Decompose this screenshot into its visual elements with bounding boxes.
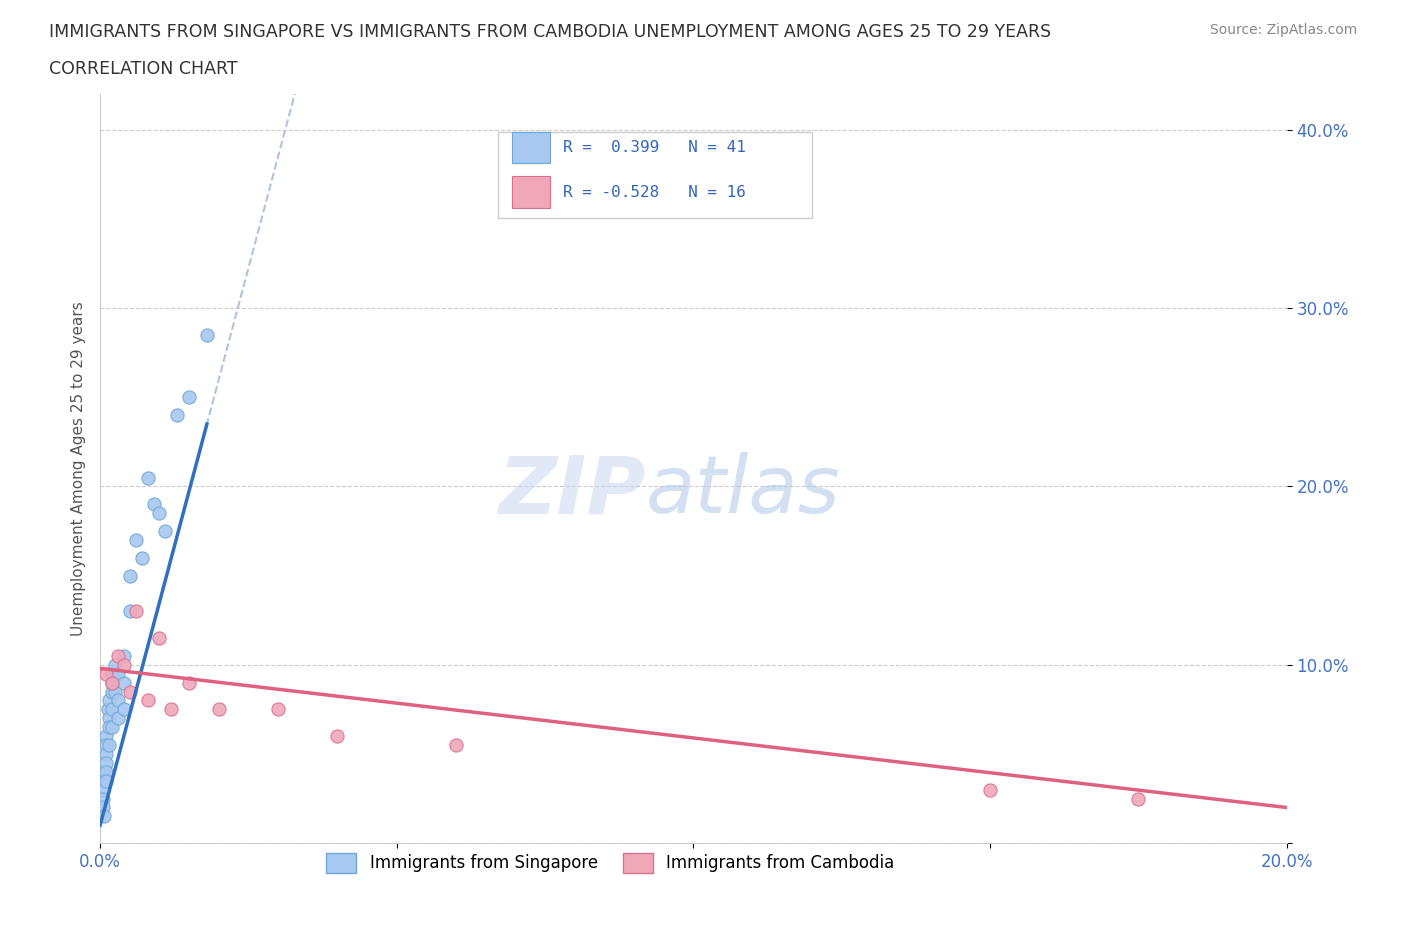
Text: CORRELATION CHART: CORRELATION CHART (49, 60, 238, 78)
Text: ZIP: ZIP (499, 452, 645, 530)
Point (326, 729, 349, 744)
Point (94, 764, 117, 779)
Text: R =  0.399   N = 41: R = 0.399 N = 41 (562, 140, 745, 155)
Point (107, 648, 129, 663)
Legend: Immigrants from Singapore, Immigrants from Cambodia: Immigrants from Singapore, Immigrants fr… (319, 846, 901, 880)
Y-axis label: Unemployment Among Ages 25 to 29 years: Unemployment Among Ages 25 to 29 years (72, 301, 86, 636)
Point (94, 737, 117, 752)
Bar (512, 132, 550, 164)
Point (118, 684, 141, 699)
Text: Source: ZipAtlas.com: Source: ZipAtlas.com (1209, 23, 1357, 37)
Point (97, 702, 120, 717)
Point (107, 666, 129, 681)
Point (112, 658, 135, 672)
Point (94, 755, 117, 770)
Point (118, 568, 141, 583)
Point (94, 774, 117, 789)
Point (131, 551, 153, 565)
Point (112, 702, 135, 717)
Point (179, 675, 201, 690)
Point (267, 702, 290, 717)
Point (979, 782, 1001, 797)
Point (179, 390, 201, 405)
Bar (512, 177, 550, 208)
Text: IMMIGRANTS FROM SINGAPORE VS IMMIGRANTS FROM CAMBODIA UNEMPLOYMENT AMONG AGES 25: IMMIGRANTS FROM SINGAPORE VS IMMIGRANTS … (49, 23, 1052, 41)
Point (94, 729, 117, 744)
Point (125, 533, 148, 548)
Point (118, 604, 141, 618)
FancyBboxPatch shape (498, 131, 813, 218)
Text: R = -0.528   N = 16: R = -0.528 N = 16 (562, 185, 745, 200)
Point (91, 800, 114, 815)
Point (107, 693, 129, 708)
Point (101, 675, 124, 690)
Point (104, 658, 127, 672)
Point (94, 747, 117, 762)
Point (136, 693, 159, 708)
Point (125, 604, 148, 618)
Point (101, 702, 124, 717)
Point (142, 497, 165, 512)
Point (91, 791, 114, 806)
Point (112, 675, 135, 690)
Point (444, 737, 467, 752)
Point (155, 524, 177, 538)
Point (208, 702, 231, 717)
Point (98, 711, 121, 725)
Point (1128, 791, 1150, 806)
Point (107, 711, 129, 725)
Point (93, 809, 115, 824)
Point (136, 470, 159, 485)
Point (101, 720, 124, 735)
Point (91, 764, 114, 779)
Point (98, 737, 121, 752)
Point (94, 666, 117, 681)
Point (101, 684, 124, 699)
Point (195, 327, 218, 342)
Point (98, 693, 121, 708)
Text: atlas: atlas (645, 452, 841, 530)
Point (101, 675, 124, 690)
Point (112, 648, 135, 663)
Point (160, 702, 183, 717)
Point (91, 774, 114, 789)
Point (104, 684, 127, 699)
Point (101, 666, 124, 681)
Point (98, 720, 121, 735)
Point (91, 782, 114, 797)
Point (148, 631, 170, 645)
Point (166, 407, 188, 422)
Point (148, 506, 170, 521)
